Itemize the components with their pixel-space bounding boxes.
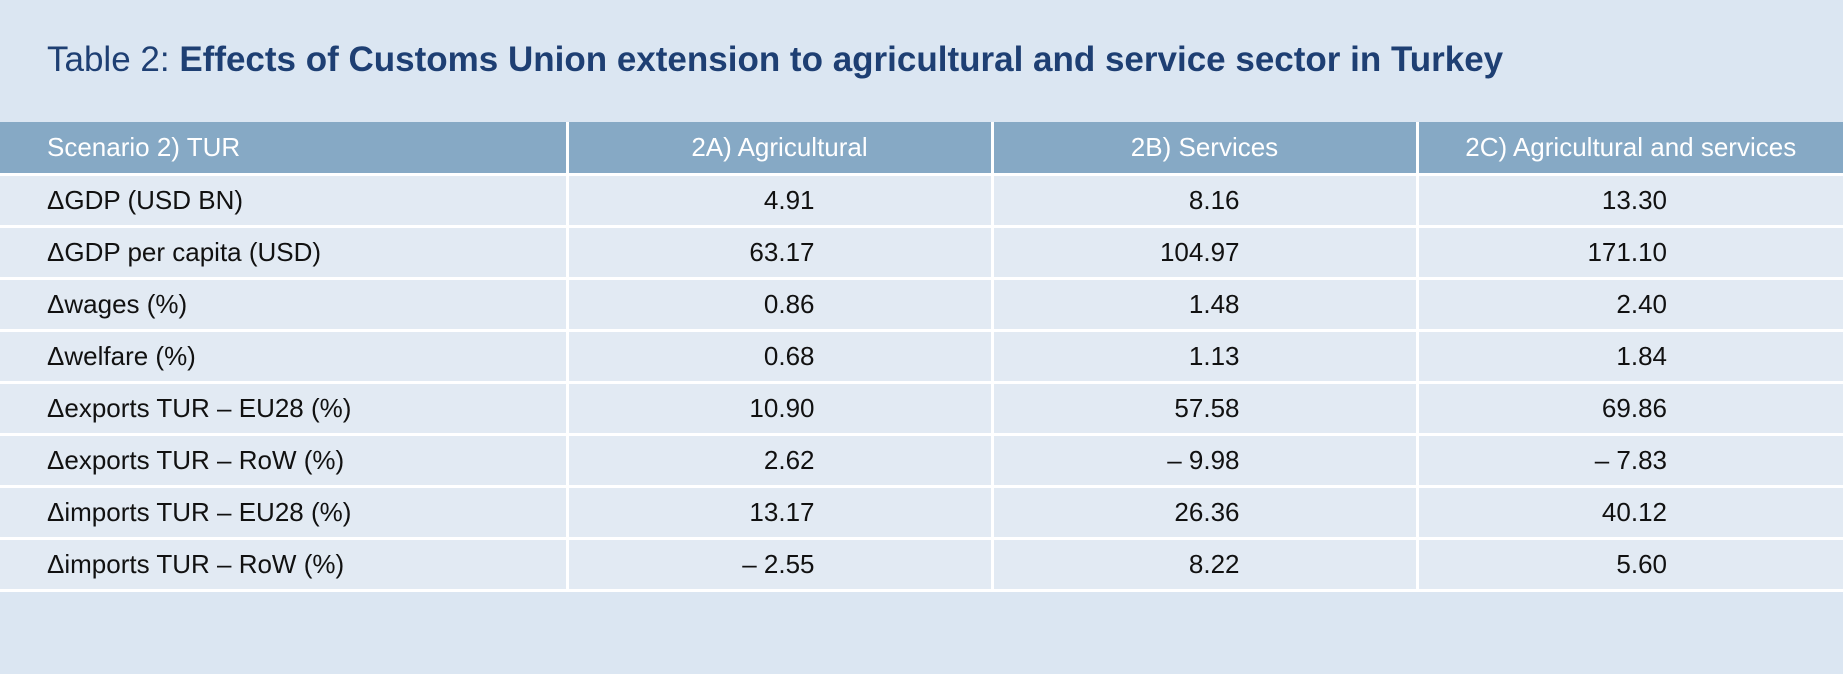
row-label: Δimports TUR – EU28 (%): [0, 486, 569, 538]
cell-services: 1.13: [992, 330, 1419, 382]
cell-agricultural: 2.62: [567, 434, 994, 486]
row-label: ΔGDP per capita (USD): [0, 226, 569, 278]
cell-services: 26.36: [992, 486, 1419, 538]
cell-agricultural: – 2.55: [567, 538, 994, 590]
cell-services: 8.22: [992, 538, 1419, 590]
cell-agricultural: 4.91: [567, 174, 994, 226]
header-row: Scenario 2) TUR 2A) Agricultural 2B) Ser…: [0, 122, 1843, 174]
cell-services: – 9.98: [992, 434, 1419, 486]
row-label: ΔGDP (USD BN): [0, 174, 569, 226]
table-number: Table 2:: [47, 40, 180, 79]
cell-services: 57.58: [992, 382, 1419, 434]
table-row: ΔGDP (USD BN) 4.91 8.16 13.30: [0, 174, 1843, 226]
row-label: Δexports TUR – RoW (%): [0, 434, 569, 486]
table-row: Δwelfare (%) 0.68 1.13 1.84: [0, 330, 1843, 382]
cell-agricultural: 63.17: [567, 226, 994, 278]
cell-agricultural-and-services: 69.86: [1601, 392, 1667, 423]
cell-services: 1.48: [992, 278, 1419, 330]
row-label: Δwages (%): [0, 278, 569, 330]
cell-agricultural-and-services: 5.60: [1616, 548, 1667, 579]
cell-services: 8.16: [992, 174, 1419, 226]
cell-agricultural-and-services: 171.10: [1587, 236, 1667, 267]
cell-agricultural: 10.90: [567, 382, 994, 434]
header-agricultural: 2A) Agricultural: [567, 122, 994, 174]
table-row: Δimports TUR – RoW (%) – 2.55 8.22 5.60: [0, 538, 1843, 590]
table-row: Δwages (%) 0.86 1.48 2.40: [0, 278, 1843, 330]
header-agricultural-and-services: 2C) Agricultural and services: [1465, 131, 1797, 162]
cell-services: 104.97: [992, 226, 1419, 278]
cell-agricultural-and-services: 40.12: [1601, 496, 1667, 527]
cell-agricultural-and-services: 13.30: [1601, 184, 1667, 215]
cell-agricultural-and-services: – 7.83: [1594, 444, 1667, 475]
header-services: 2B) Services: [992, 122, 1419, 174]
table-title: Table 2: Effects of Customs Union extens…: [47, 40, 1503, 80]
table-row: ΔGDP per capita (USD) 63.17 104.97 171.1…: [0, 226, 1843, 278]
row-label: Δexports TUR – EU28 (%): [0, 382, 569, 434]
cell-agricultural: 13.17: [567, 486, 994, 538]
header-scenario: Scenario 2) TUR: [0, 122, 569, 174]
cell-agricultural: 0.86: [567, 278, 994, 330]
cell-agricultural-and-services: 1.84: [1616, 340, 1667, 371]
table-row: Δexports TUR – RoW (%) 2.62 – 9.98 – 7.8…: [0, 434, 1843, 486]
cell-agricultural: 0.68: [567, 330, 994, 382]
table-row: Δimports TUR – EU28 (%) 13.17 26.36 40.1…: [0, 486, 1843, 538]
table-row: Δexports TUR – EU28 (%) 10.90 57.58 69.8…: [0, 382, 1843, 434]
row-label: Δimports TUR – RoW (%): [0, 538, 569, 590]
results-table: Scenario 2) TUR 2A) Agricultural 2B) Ser…: [0, 122, 1843, 592]
cell-agricultural-and-services: 2.40: [1616, 288, 1667, 319]
table-caption: Effects of Customs Union extension to ag…: [179, 40, 1504, 79]
row-label: Δwelfare (%): [0, 330, 569, 382]
